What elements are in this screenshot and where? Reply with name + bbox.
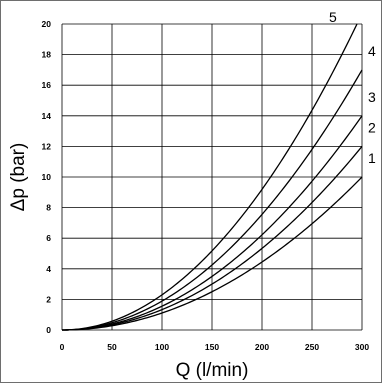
y-tick-label: 8 [46, 203, 51, 213]
curve-label-2: 2 [368, 119, 376, 135]
x-tick-label: 0 [60, 342, 65, 352]
x-tick-label: 300 [355, 342, 369, 352]
y-tick-label: 18 [42, 50, 52, 60]
x-tick-label: 100 [155, 342, 169, 352]
curve-series-5 [61, 23, 358, 331]
y-tick-label: 12 [42, 141, 52, 151]
curve-series-3 [61, 115, 363, 331]
curve-label-1: 1 [368, 150, 376, 166]
curves [61, 23, 363, 331]
y-tick-label: 14 [42, 111, 52, 121]
curve-label-5: 5 [329, 9, 337, 25]
y-tick-label: 6 [46, 233, 51, 243]
y-tick-label: 0 [46, 325, 51, 335]
x-tick-label: 200 [255, 342, 269, 352]
curve-label-4: 4 [368, 43, 376, 59]
curve-series-4 [61, 69, 363, 331]
tick-labels: 0 50 100 150 200 250 300 0 2 4 6 8 10 12 14 16 18 20 [42, 19, 370, 352]
y-tick-label: 20 [42, 19, 52, 29]
x-tick-label: 50 [107, 342, 117, 352]
curve-series-2 [61, 145, 363, 331]
y-tick-label: 16 [42, 80, 52, 90]
curve-series-1 [61, 176, 363, 331]
grid [61, 23, 363, 331]
y-tick-label: 10 [42, 172, 52, 182]
x-tick-label: 250 [305, 342, 319, 352]
y-axis-title: Δp (bar) [8, 143, 29, 212]
y-tick-label: 2 [46, 294, 51, 304]
curve-labels: 1 2 3 4 5 [329, 9, 376, 166]
x-axis-title: Q (l/min) [176, 360, 249, 381]
x-tick-label: 150 [205, 342, 219, 352]
curve-label-3: 3 [368, 89, 376, 105]
y-tick-label: 4 [46, 264, 51, 274]
